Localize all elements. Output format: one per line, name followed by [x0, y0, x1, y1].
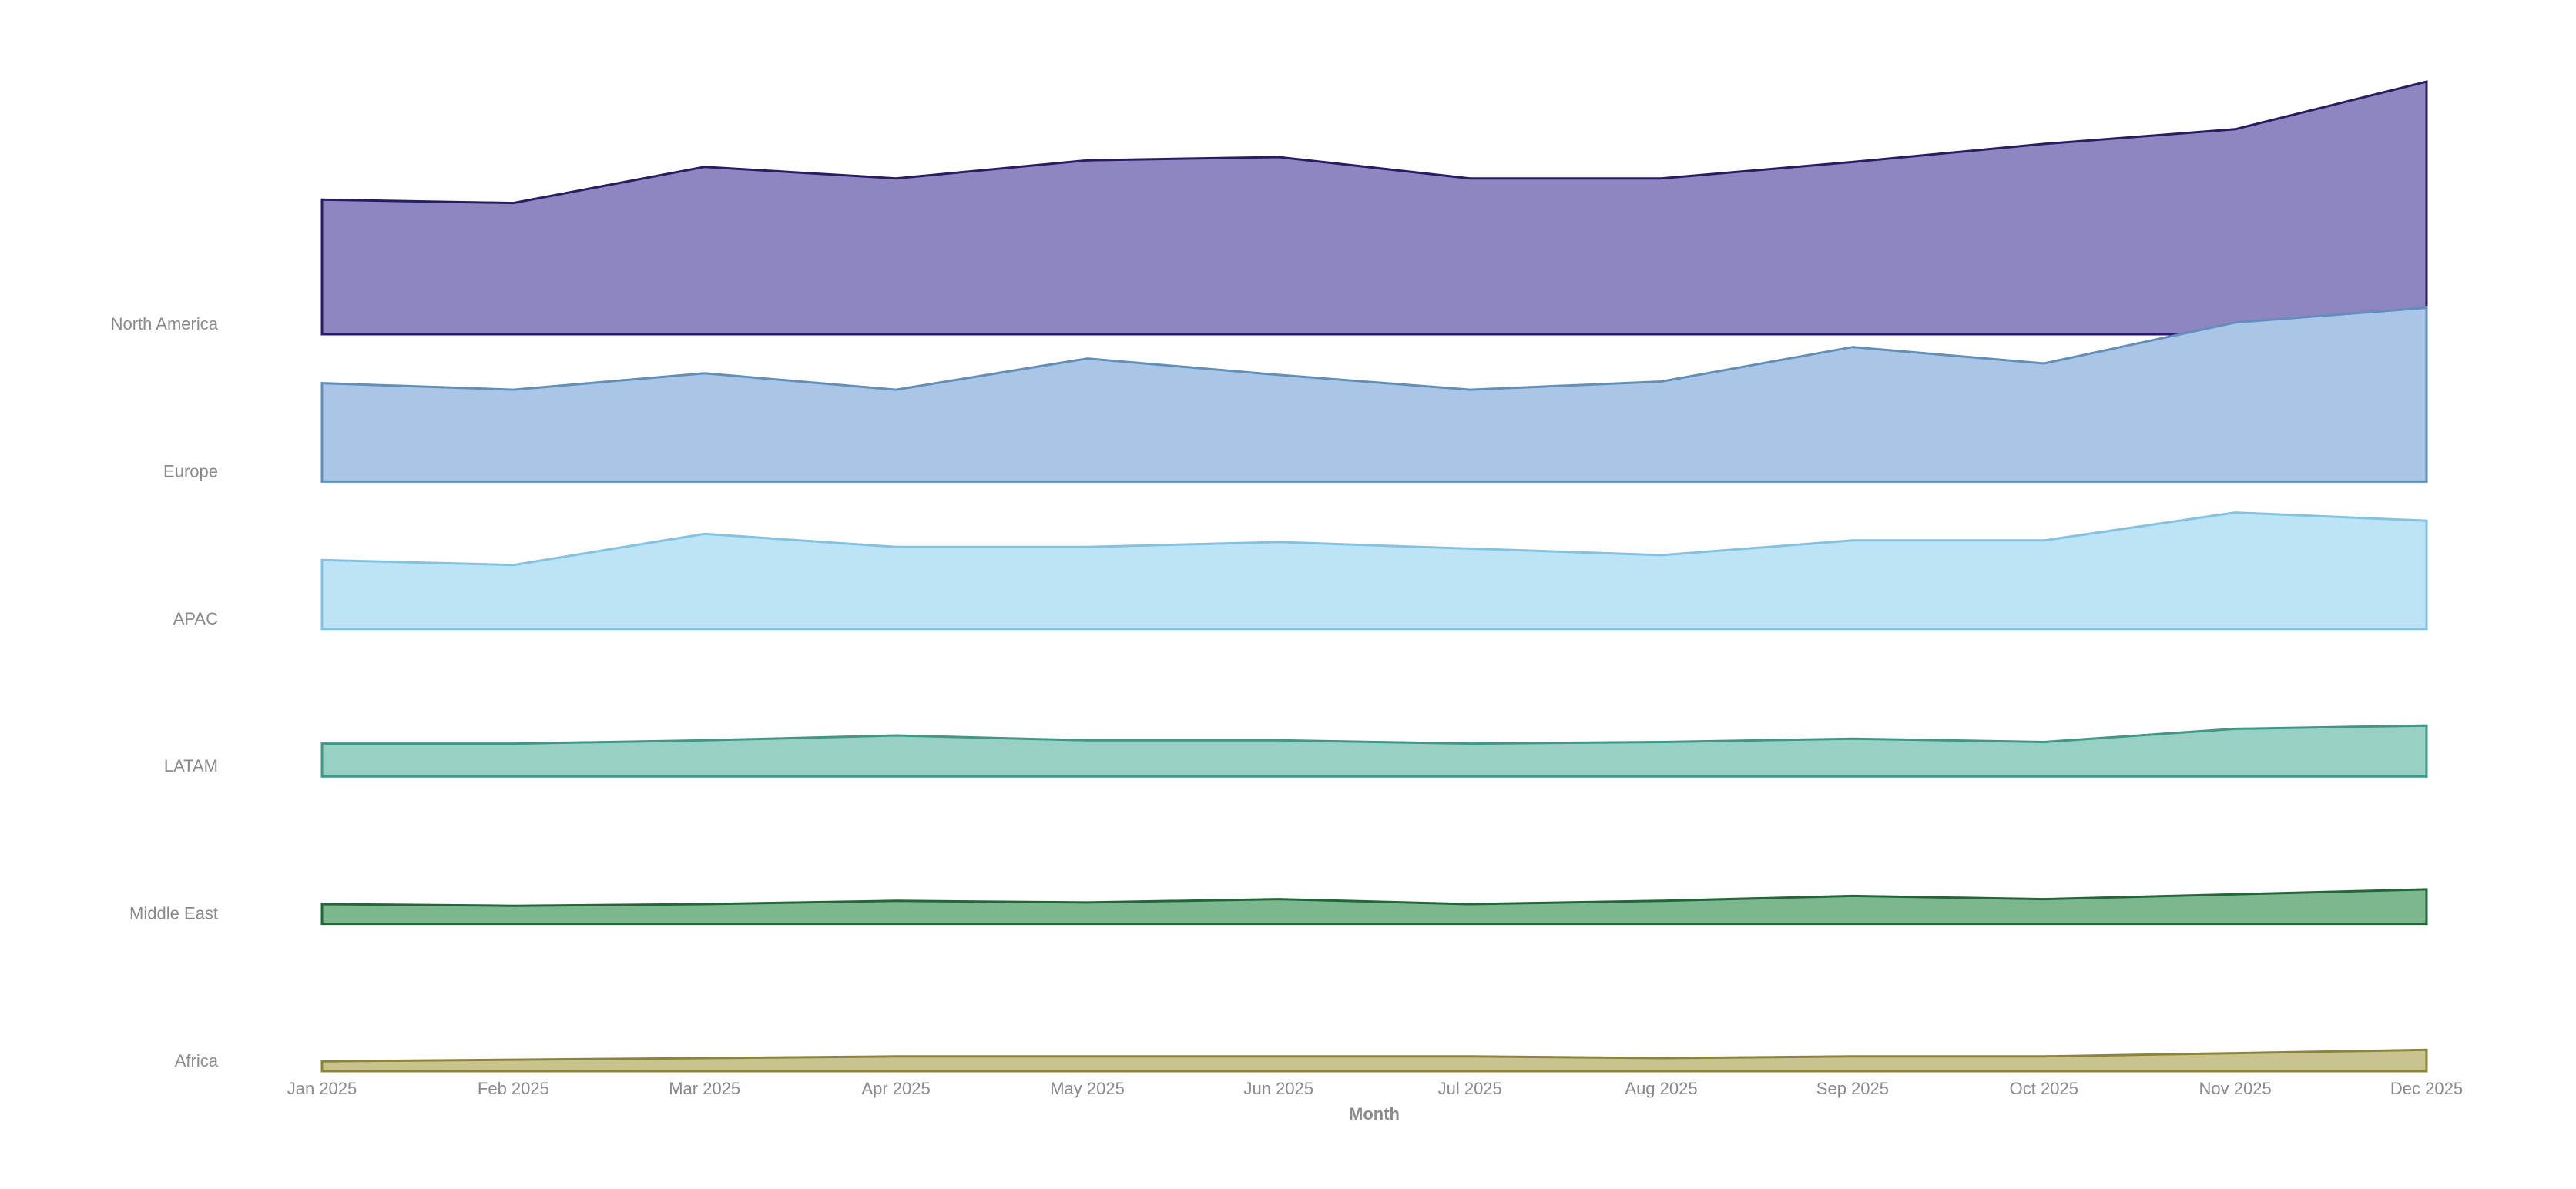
- area-north-america: [320, 80, 2428, 336]
- ridge-areas: [320, 80, 2428, 1073]
- x-tick-label: Mar 2025: [669, 1079, 740, 1098]
- x-tick-label: Apr 2025: [861, 1079, 930, 1098]
- x-tick-label: May 2025: [1050, 1079, 1125, 1098]
- area-middle-east: [320, 888, 2428, 926]
- region-label-africa: Africa: [175, 1051, 219, 1070]
- x-tick-label: Feb 2025: [478, 1079, 549, 1098]
- region-label-north-america: North America: [111, 314, 219, 333]
- area-latam: [320, 724, 2428, 778]
- x-tick-label: Jan 2025: [287, 1079, 357, 1098]
- x-axis-title: Month: [1349, 1104, 1400, 1124]
- region-labels: North America Europe APAC LATAM Middle East A…: [111, 314, 219, 1070]
- area-europe: [320, 306, 2428, 483]
- x-tick-label: Dec 2025: [2390, 1079, 2463, 1098]
- area-apac: [320, 511, 2428, 631]
- x-tick-label: Aug 2025: [1625, 1079, 1697, 1098]
- x-tick-label: Jul 2025: [1438, 1079, 1502, 1098]
- x-tick-label: Sep 2025: [1816, 1079, 1889, 1098]
- x-tick-label: Oct 2025: [2010, 1079, 2078, 1098]
- region-label-europe: Europe: [163, 461, 218, 481]
- region-label-apac: APAC: [173, 609, 218, 628]
- region-label-middle-east: Middle East: [129, 904, 218, 923]
- x-tick-label: Nov 2025: [2199, 1079, 2272, 1098]
- x-tick-label: Jun 2025: [1244, 1079, 1314, 1098]
- area-africa: [320, 1048, 2428, 1073]
- x-axis: Jan 2025 Feb 2025 Mar 2025 Apr 2025 May 2025…: [287, 1079, 2463, 1098]
- region-label-latam: LATAM: [164, 756, 218, 775]
